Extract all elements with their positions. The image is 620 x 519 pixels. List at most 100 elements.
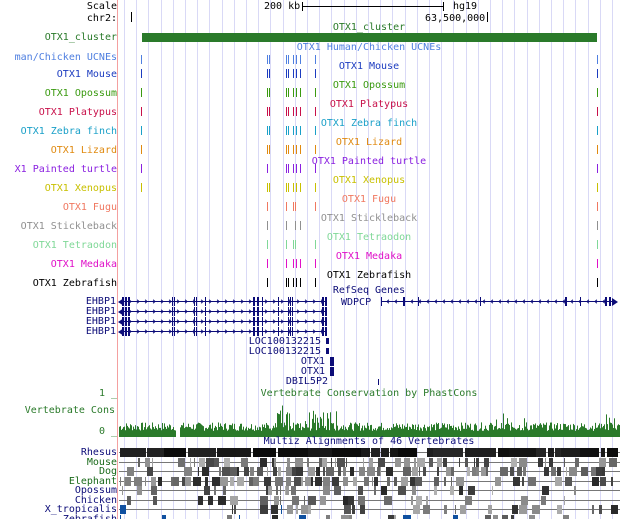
- species-element[interactable]: [597, 259, 598, 268]
- species-element[interactable]: [315, 183, 316, 192]
- species-track-label[interactable]: OTX1 Lizard: [50, 145, 117, 156]
- multiz-species-label[interactable]: Rhesus: [80, 447, 117, 458]
- gene-exon[interactable]: [257, 317, 259, 326]
- species-track-label[interactable]: OTX1 Platypus: [38, 107, 117, 118]
- multiz-species-label[interactable]: X_tropicalis: [44, 504, 117, 515]
- species-element[interactable]: [597, 221, 598, 230]
- gene-exon[interactable]: [172, 317, 173, 326]
- species-element[interactable]: [296, 69, 297, 78]
- gene-exon[interactable]: [174, 327, 175, 336]
- gene-label[interactable]: EHBP1: [85, 306, 116, 317]
- gene-exon[interactable]: [292, 297, 293, 306]
- species-element[interactable]: [597, 88, 598, 97]
- species-track-label[interactable]: OTX1 Tetraodon: [32, 240, 117, 251]
- species-element[interactable]: [288, 183, 289, 192]
- species-element[interactable]: [296, 183, 297, 192]
- species-element[interactable]: [293, 278, 294, 287]
- gene-exon[interactable]: [125, 297, 127, 306]
- species-element[interactable]: [296, 278, 297, 287]
- gene-exon[interactable]: [278, 327, 279, 336]
- species-element[interactable]: [267, 240, 268, 249]
- multiz-species-label[interactable]: Zebrafish: [62, 513, 117, 519]
- species-element[interactable]: [300, 88, 301, 97]
- species-track-label[interactable]: OTX1 Zebra finch: [20, 126, 117, 137]
- species-element[interactable]: [315, 88, 316, 97]
- species-element[interactable]: [267, 145, 268, 154]
- species-element[interactable]: [286, 183, 287, 192]
- species-element[interactable]: [269, 107, 270, 116]
- species-element[interactable]: [267, 202, 268, 211]
- species-element[interactable]: [267, 278, 268, 287]
- gene-exon[interactable]: [325, 327, 327, 336]
- species-element[interactable]: [315, 145, 316, 154]
- species-element[interactable]: [267, 164, 268, 173]
- species-element[interactable]: [315, 69, 316, 78]
- species-element[interactable]: [141, 126, 142, 135]
- multiz-species-label[interactable]: Mouse: [86, 456, 117, 468]
- gene-exon[interactable]: [403, 297, 405, 306]
- species-element[interactable]: [315, 107, 316, 116]
- species-element[interactable]: [286, 221, 287, 230]
- multiz-species-label[interactable]: Dog: [98, 466, 117, 477]
- species-element[interactable]: [267, 221, 268, 230]
- species-element[interactable]: [267, 69, 268, 78]
- species-element[interactable]: [141, 69, 142, 78]
- gene-exon[interactable]: [262, 307, 263, 316]
- species-element[interactable]: [597, 240, 598, 249]
- gene-exon[interactable]: [278, 297, 279, 306]
- gene-label[interactable]: LOC100132215: [248, 346, 321, 357]
- gene-exon[interactable]: [205, 317, 206, 326]
- species-element[interactable]: [315, 126, 316, 135]
- gene-exon[interactable]: [609, 297, 611, 306]
- gene-exon[interactable]: [194, 327, 195, 336]
- species-element[interactable]: [300, 126, 301, 135]
- species-track-label[interactable]: OTX1 Stickleback: [20, 221, 117, 232]
- species-track-label[interactable]: OTX1 Mouse: [56, 69, 117, 80]
- ucne-element[interactable]: [315, 55, 316, 64]
- ucne-element[interactable]: [141, 55, 142, 64]
- species-element[interactable]: [293, 240, 294, 249]
- species-element[interactable]: [293, 164, 294, 173]
- gene-exon[interactable]: [172, 307, 173, 316]
- species-element[interactable]: [597, 164, 598, 173]
- gene-intron-line[interactable]: [122, 301, 327, 302]
- species-element[interactable]: [293, 259, 294, 268]
- species-element[interactable]: [295, 202, 296, 211]
- species-element[interactable]: [286, 202, 287, 211]
- species-element[interactable]: [296, 107, 297, 116]
- species-element[interactable]: [286, 240, 287, 249]
- species-element[interactable]: [597, 69, 598, 78]
- species-element[interactable]: [300, 107, 301, 116]
- species-element[interactable]: [293, 145, 294, 154]
- gene-exon[interactable]: [253, 307, 255, 316]
- gene-label[interactable]: OTX1: [300, 366, 325, 377]
- ucne-element[interactable]: [296, 55, 297, 64]
- species-element[interactable]: [315, 164, 316, 173]
- gene-exon[interactable]: [125, 327, 127, 336]
- gene-exon[interactable]: [330, 357, 334, 366]
- gene-exon[interactable]: [194, 297, 195, 306]
- gene-exon[interactable]: [292, 317, 293, 326]
- gene-label[interactable]: EHBP1: [85, 326, 116, 337]
- species-element[interactable]: [267, 88, 268, 97]
- species-element[interactable]: [293, 202, 294, 211]
- cons-track-label[interactable]: Vertebrate Cons: [24, 405, 115, 416]
- species-element[interactable]: [295, 240, 296, 249]
- ucne-element[interactable]: [267, 55, 268, 64]
- multiz-species-label[interactable]: Elephant: [68, 475, 117, 487]
- gene-exon[interactable]: [128, 317, 130, 326]
- gene-exon[interactable]: [262, 317, 263, 326]
- gene-exon[interactable]: [292, 307, 293, 316]
- gene-exon[interactable]: [288, 297, 289, 306]
- species-element[interactable]: [269, 69, 270, 78]
- gene-exon[interactable]: [125, 307, 127, 316]
- species-element[interactable]: [269, 126, 270, 135]
- gene-exon[interactable]: [480, 297, 481, 306]
- gene-exon[interactable]: [128, 297, 130, 306]
- species-element[interactable]: [296, 145, 297, 154]
- gene-exon[interactable]: [325, 307, 327, 316]
- species-element[interactable]: [597, 145, 598, 154]
- species-element[interactable]: [288, 145, 289, 154]
- ucne-element[interactable]: [293, 55, 294, 64]
- species-element[interactable]: [269, 145, 270, 154]
